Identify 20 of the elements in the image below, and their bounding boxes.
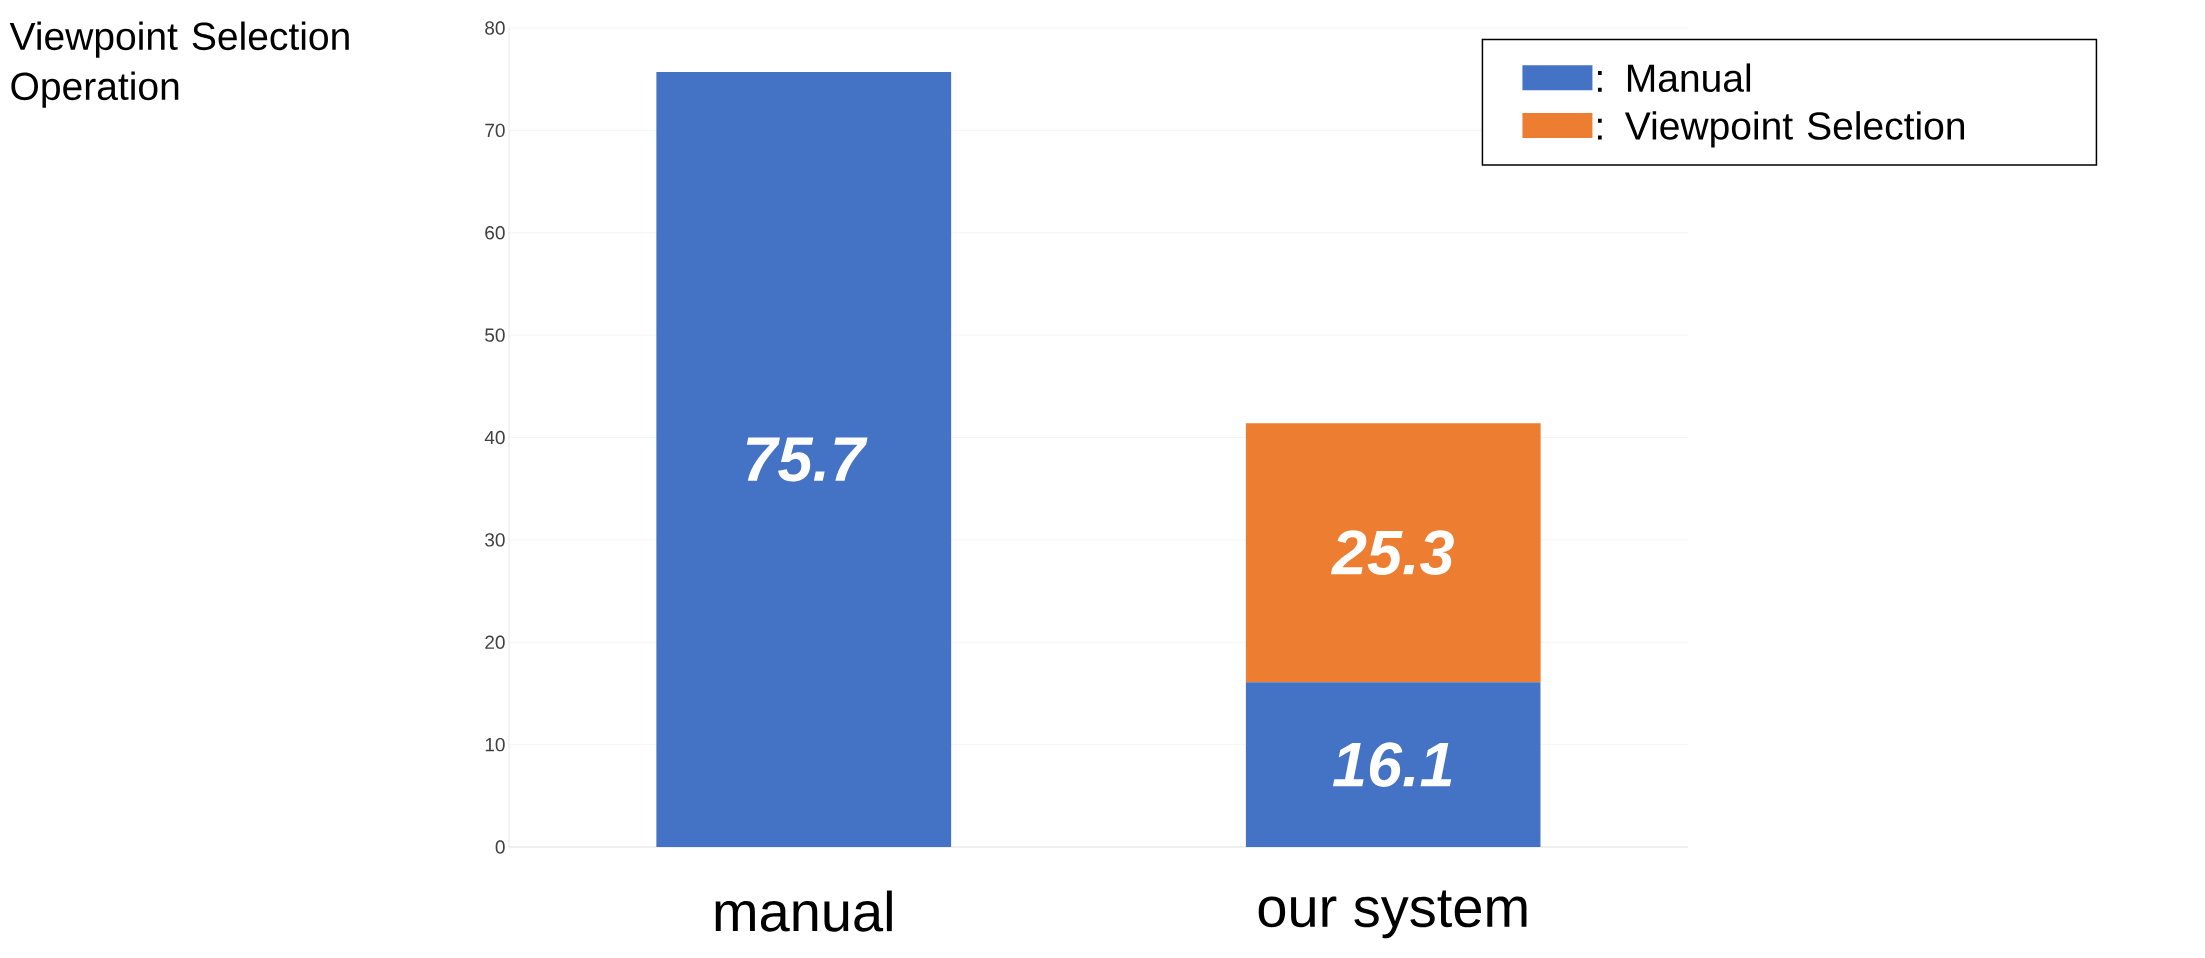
data-label: 25.3 — [1330, 530, 1454, 575]
y-tick-label: 60 — [485, 226, 505, 240]
y-axis-title: Viewpoint Selection Operation — [9, 21, 349, 108]
y-tick-label: 20 — [485, 635, 505, 649]
y-tick-label: 50 — [485, 328, 505, 342]
y-tick-label: 10 — [485, 737, 505, 752]
bar — [1245, 423, 1541, 683]
legend-label: : Viewpoint Selection — [1597, 111, 1965, 148]
y-tick-label: 70 — [485, 123, 505, 138]
bar — [1245, 682, 1541, 847]
y-tick-label: 40 — [484, 430, 505, 445]
legend-label: : Manual — [1597, 63, 1751, 93]
bar — [656, 72, 952, 847]
data-label: 16.1 — [1332, 742, 1452, 787]
y-tick-label: 80 — [485, 21, 505, 35]
x-tick-label: manual — [715, 890, 892, 932]
y-tick-label: 30 — [485, 533, 505, 547]
data-label: 75.7 — [746, 437, 868, 482]
y-tick-label: 0 — [495, 840, 505, 854]
x-tick-label: our system — [1258, 890, 1527, 939]
